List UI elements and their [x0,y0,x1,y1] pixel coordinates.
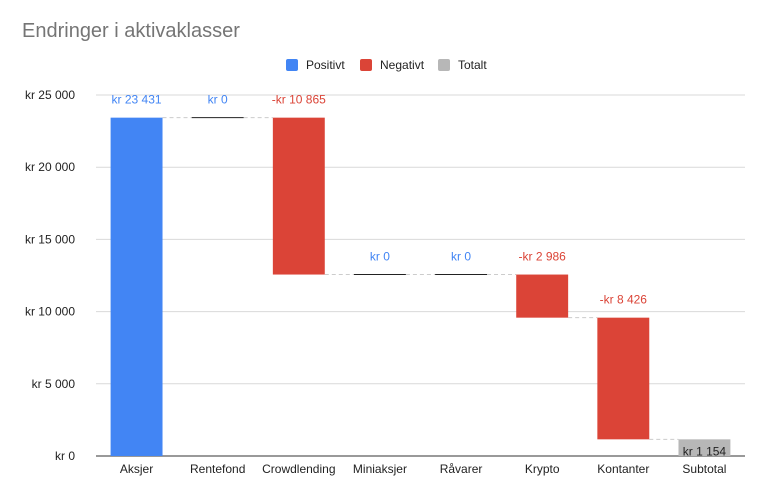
data-label-1: kr 0 [208,93,228,107]
legend-label-total: Totalt [458,58,487,72]
data-label-3: kr 0 [370,250,390,264]
legend-item-total: Totalt [438,58,487,72]
x-tick-label-4: Råvarer [440,462,483,476]
x-tick-label-0: Aksjer [120,462,153,476]
legend-item-negative: Negativt [360,58,424,72]
legend-label-positive: Positivt [306,58,345,72]
y-tick-label-5: kr 25 000 [25,88,75,102]
x-tick-label-6: Kontanter [597,462,649,476]
bar-aksjer [110,117,163,456]
data-label-6: -kr 8 426 [600,293,648,307]
data-label-4: kr 0 [451,250,471,264]
x-tick-label-7: Subtotal [682,462,726,476]
data-label-5: -kr 2 986 [519,250,567,264]
legend-swatch-positive [286,59,298,71]
bar-kontanter [597,317,650,440]
y-tick-label-2: kr 10 000 [25,305,75,319]
bar-krypto [516,274,569,318]
y-tick-label-0: kr 0 [55,449,75,463]
chart-title: Endringer i aktivaklasser [22,20,240,42]
legend-label-negative: Negativt [380,58,425,72]
x-tick-label-1: Rentefond [190,462,245,476]
x-tick-label-3: Miniaksjer [353,462,407,476]
y-tick-label-4: kr 20 000 [25,160,75,174]
y-tick-label-3: kr 15 000 [25,232,75,246]
data-label-0: kr 23 431 [112,93,162,107]
data-label-2: -kr 10 865 [272,93,326,107]
legend-item-positive: Positivt [286,58,345,72]
legend-swatch-negative [360,59,372,71]
y-tick-label-1: kr 5 000 [32,377,76,391]
x-tick-label-5: Krypto [525,462,560,476]
legend: Positivt Negativt Totalt [0,58,767,76]
bar-subtotal [678,439,731,456]
legend-swatch-total [438,59,450,71]
data-label-7: kr 1 154 [683,444,727,458]
x-tick-label-2: Crowdlending [262,462,335,476]
bar-crowdlending [272,117,325,275]
